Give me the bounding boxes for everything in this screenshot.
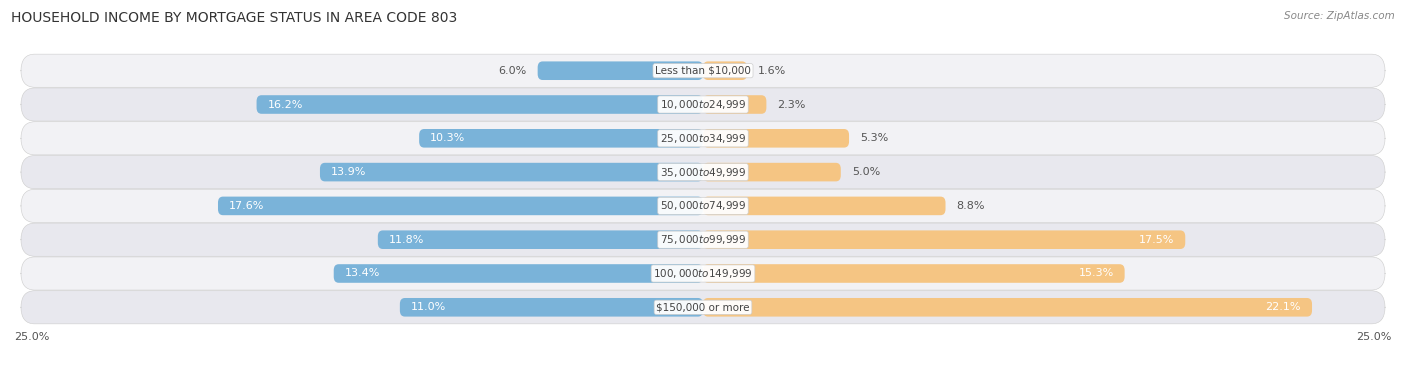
FancyBboxPatch shape (703, 95, 766, 114)
Text: 16.2%: 16.2% (267, 99, 302, 110)
Text: $10,000 to $24,999: $10,000 to $24,999 (659, 98, 747, 111)
FancyBboxPatch shape (256, 95, 703, 114)
Text: 6.0%: 6.0% (498, 66, 527, 76)
Text: 25.0%: 25.0% (1357, 332, 1392, 342)
FancyBboxPatch shape (21, 155, 1385, 189)
FancyBboxPatch shape (419, 129, 703, 147)
FancyBboxPatch shape (218, 197, 703, 215)
FancyBboxPatch shape (21, 189, 1385, 223)
Text: 17.6%: 17.6% (229, 201, 264, 211)
FancyBboxPatch shape (399, 298, 703, 317)
FancyBboxPatch shape (703, 264, 1125, 283)
FancyBboxPatch shape (703, 298, 1312, 317)
Text: 17.5%: 17.5% (1139, 235, 1174, 245)
Text: 22.1%: 22.1% (1265, 302, 1301, 312)
FancyBboxPatch shape (703, 197, 945, 215)
Text: 2.3%: 2.3% (778, 99, 806, 110)
FancyBboxPatch shape (21, 88, 1385, 121)
Text: 10.3%: 10.3% (430, 133, 465, 143)
FancyBboxPatch shape (378, 231, 703, 249)
FancyBboxPatch shape (21, 122, 1385, 155)
Text: 5.0%: 5.0% (852, 167, 880, 177)
FancyBboxPatch shape (703, 231, 1185, 249)
Text: 8.8%: 8.8% (956, 201, 986, 211)
Text: 13.4%: 13.4% (344, 268, 380, 279)
Text: 1.6%: 1.6% (758, 66, 786, 76)
Text: 5.3%: 5.3% (860, 133, 889, 143)
FancyBboxPatch shape (21, 291, 1385, 324)
Text: $50,000 to $74,999: $50,000 to $74,999 (659, 200, 747, 212)
Text: 13.9%: 13.9% (330, 167, 367, 177)
Text: 11.0%: 11.0% (411, 302, 446, 312)
FancyBboxPatch shape (703, 61, 747, 80)
FancyBboxPatch shape (703, 163, 841, 181)
Text: $35,000 to $49,999: $35,000 to $49,999 (659, 166, 747, 178)
FancyBboxPatch shape (321, 163, 703, 181)
Text: $25,000 to $34,999: $25,000 to $34,999 (659, 132, 747, 145)
Text: 11.8%: 11.8% (389, 235, 425, 245)
FancyBboxPatch shape (21, 54, 1385, 87)
FancyBboxPatch shape (537, 61, 703, 80)
Text: $150,000 or more: $150,000 or more (657, 302, 749, 312)
Text: Source: ZipAtlas.com: Source: ZipAtlas.com (1284, 11, 1395, 21)
Text: 15.3%: 15.3% (1078, 268, 1114, 279)
Text: 25.0%: 25.0% (14, 332, 49, 342)
FancyBboxPatch shape (21, 223, 1385, 256)
Text: $100,000 to $149,999: $100,000 to $149,999 (654, 267, 752, 280)
Text: HOUSEHOLD INCOME BY MORTGAGE STATUS IN AREA CODE 803: HOUSEHOLD INCOME BY MORTGAGE STATUS IN A… (11, 11, 457, 25)
FancyBboxPatch shape (333, 264, 703, 283)
Text: $75,000 to $99,999: $75,000 to $99,999 (659, 233, 747, 246)
FancyBboxPatch shape (21, 257, 1385, 290)
FancyBboxPatch shape (703, 129, 849, 147)
Text: Less than $10,000: Less than $10,000 (655, 66, 751, 76)
